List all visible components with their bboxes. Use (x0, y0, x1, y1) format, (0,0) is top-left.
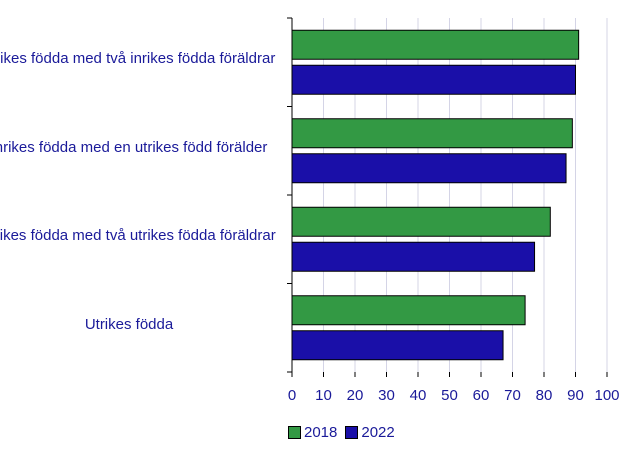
x-tick-label: 50 (441, 387, 458, 404)
x-tick-label: 10 (315, 387, 332, 404)
x-tick-label: 20 (347, 387, 364, 404)
bars (291, 29, 580, 361)
y-category-label: Inrikes födda med två inrikes födda förä… (0, 50, 276, 68)
bar-2022 (291, 153, 567, 184)
x-tick-label: 0 (288, 387, 296, 404)
y-category-label: Inrikes födda med två utrikes födda förä… (0, 227, 276, 245)
x-axis: 0 10 20 30 40 50 60 70 80 90 100 (287, 17, 620, 404)
bar-2018 (291, 118, 573, 149)
x-tick-label: 40 (410, 387, 427, 404)
bar-2018 (291, 29, 580, 60)
legend-swatch (345, 426, 359, 439)
legend-label: 2018 (304, 424, 338, 441)
x-tick-label: 100 (594, 387, 619, 404)
x-tick-label: 90 (567, 387, 584, 404)
bar-2022 (291, 64, 576, 95)
legend: 2018 2022 (288, 424, 403, 441)
legend-swatch (288, 426, 301, 439)
legend-item-2018: 2018 (288, 424, 337, 441)
x-tick-label: 60 (473, 387, 490, 404)
y-category-label: Inrikes födda med en utrikes född föräld… (0, 138, 268, 156)
legend-item-2022: 2022 (345, 424, 395, 441)
bar-2018 (291, 206, 551, 237)
bar-2018 (291, 295, 526, 326)
y-category-label: Utrikes födda (84, 315, 174, 333)
x-tick-label: 30 (378, 387, 395, 404)
x-tick-label: 80 (536, 387, 553, 404)
bar-2022 (291, 330, 504, 361)
x-tick-label: 70 (504, 387, 521, 404)
bar-2022 (291, 241, 536, 272)
legend-label: 2022 (361, 424, 395, 441)
